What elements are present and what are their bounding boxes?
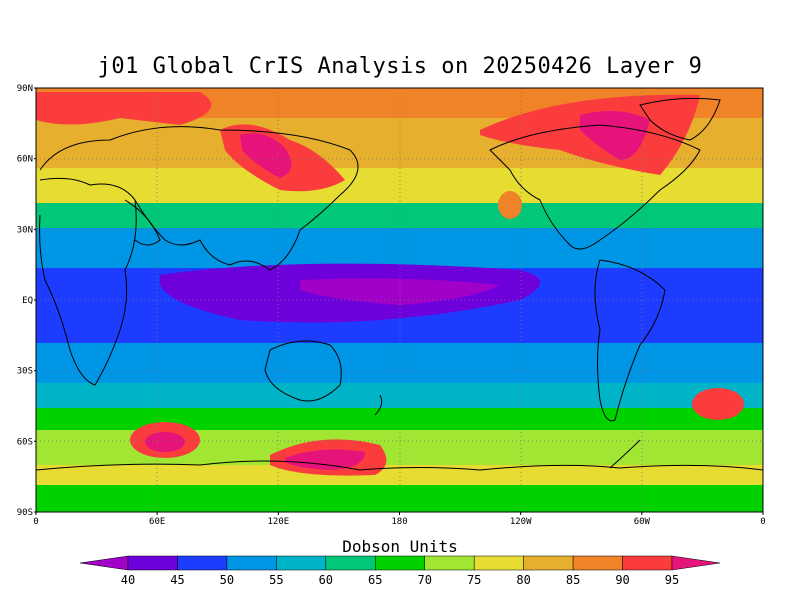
ozone-field [36, 88, 763, 512]
colorbar-label: 95 [665, 573, 679, 587]
lat-tick-label: 30N [17, 225, 33, 235]
atlantic-south-max [692, 388, 744, 420]
colorbar-swatch [572, 555, 623, 571]
colorbar-swatch [276, 555, 327, 571]
colorbar-label: 50 [220, 573, 234, 587]
lat-tick-label: 60N [17, 155, 33, 165]
pacific-tongue [498, 191, 522, 219]
band-n-mid [36, 168, 763, 203]
australia-south-core [285, 449, 365, 470]
band-n-tropic [36, 228, 763, 268]
colorbar-max-triangle [671, 555, 721, 571]
band-s-polar [36, 465, 763, 485]
band-s-tropic [36, 343, 763, 383]
latitude-labels: 90N 60N 30N EQ 30S 60S 90S [17, 84, 36, 518]
colorbar-label: 75 [467, 573, 481, 587]
colorbar-swatch [473, 555, 524, 571]
colorbar-swatch [622, 555, 673, 571]
colorbar-swatch [226, 555, 277, 571]
coastline-antarctica [35, 460, 764, 471]
lat-tick-label: 90S [17, 508, 33, 518]
arctic-max-west [36, 92, 212, 125]
colorbar-label: 85 [566, 573, 580, 587]
coastline-greenland [639, 97, 721, 141]
band-s-mid [36, 408, 763, 430]
colorbar-label: 90 [615, 573, 629, 587]
colorbar-label: 45 [170, 573, 184, 587]
lat-tick-label: 30S [17, 367, 33, 377]
coastline-new-zealand [374, 394, 383, 416]
colorbar-label: 70 [418, 573, 432, 587]
coastline-antarctic-peninsula [609, 439, 641, 469]
graticule [36, 88, 763, 512]
coastlines [35, 97, 764, 471]
lon-tick-label: 0 [760, 517, 765, 527]
colorbar-swatch [177, 555, 228, 571]
colorbar-label: 55 [269, 573, 283, 587]
colorbar-swatch [523, 555, 574, 571]
canada-core [580, 111, 650, 160]
tropical-min-core [300, 278, 500, 305]
siberia-core [240, 133, 292, 178]
lat-tick-label: 60S [17, 437, 33, 447]
coastline-australia [264, 340, 342, 402]
colorbar-label: 80 [516, 573, 530, 587]
colorbar-min-triangle [79, 555, 129, 571]
colorbar-label: 60 [319, 573, 333, 587]
colorbar-swatch [424, 555, 475, 571]
coastline-africa [39, 177, 137, 386]
coastline-south-america [594, 259, 666, 422]
coastline-arabia [124, 199, 161, 246]
colorbar-swatch [325, 555, 376, 571]
lon-tick-label: 60E [149, 517, 165, 527]
lon-tick-label: 120W [510, 517, 532, 527]
lon-tick-label: 60W [634, 517, 651, 527]
lat-tick-label: 90N [17, 84, 33, 94]
colorbar-title: Dobson Units [342, 537, 458, 556]
band-s-sub [36, 383, 763, 408]
indian-ocean-core [145, 432, 185, 452]
colorbar: 40 45 50 55 60 65 70 75 80 85 90 95 [79, 555, 721, 587]
lon-tick-label: 180 [391, 517, 407, 527]
longitude-labels: 0 60E 120E 180 120W 60W 0 [33, 512, 766, 527]
lat-tick-label: EQ [22, 296, 33, 306]
colorbar-label: 65 [368, 573, 382, 587]
colorbar-swatch [127, 555, 178, 571]
coastline-north-america [489, 124, 701, 250]
coastline-eurasia [39, 126, 359, 271]
colorbar-label: 40 [121, 573, 135, 587]
map-title: j01 Global CrIS Analysis on 20250426 Lay… [97, 54, 703, 79]
lon-tick-label: 0 [33, 517, 38, 527]
lon-tick-label: 120E [267, 517, 289, 527]
band-s-pole [36, 485, 763, 512]
colorbar-swatch [375, 555, 425, 571]
